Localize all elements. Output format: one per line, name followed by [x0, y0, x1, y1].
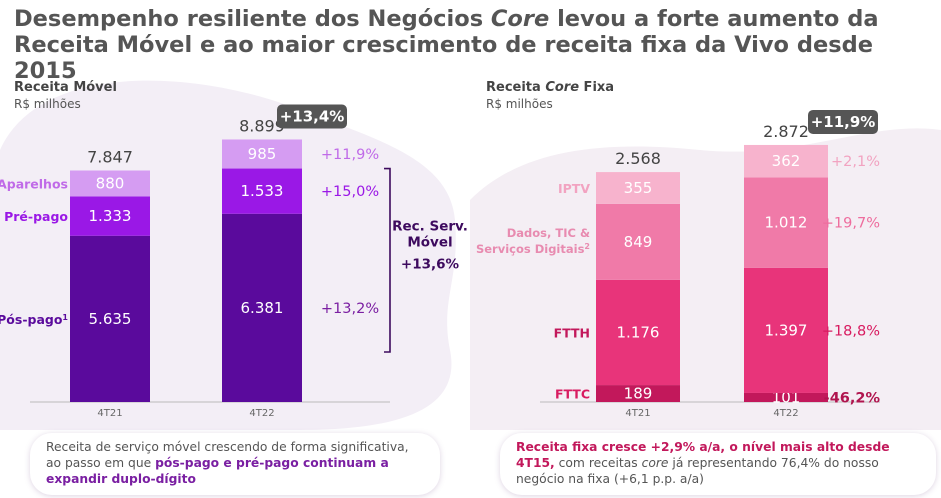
- chart-0-series-label-0: Pós-pago1: [0, 312, 68, 327]
- chart-0-value-label-1-0: 1.333: [89, 207, 132, 225]
- chart-0-series-label-2: Aparelhos: [0, 176, 68, 191]
- chart-1-series-label-dados-sup: 2: [584, 241, 590, 250]
- chart-1-series-label-0: FTTC: [555, 387, 590, 402]
- chart-1-bar-1-0: [596, 279, 680, 386]
- left-panel-title: Receita Móvel: [14, 80, 117, 95]
- chart-0-bar-0-0: [70, 235, 150, 402]
- chart-0-series-label-text-2: Aparelhos: [0, 176, 68, 191]
- chart-0-bar-2-0: [70, 170, 150, 197]
- chart-1-value-label-0-1: 101: [772, 388, 801, 406]
- chart-1-value-label-1-0: 1.176: [617, 323, 660, 341]
- left-note: Receita de serviço móvel crescendo de fo…: [30, 433, 440, 495]
- bracket-rec-serv: [384, 167, 391, 353]
- chart-1-series-label-text-3: IPTV: [558, 181, 590, 196]
- right-panel-subtitle: R$ milhões: [486, 97, 553, 111]
- chart-1-series-label-text-0: FTTC: [555, 387, 590, 402]
- chart-0-value-label-1-1: 1.533: [241, 182, 284, 200]
- chart-1-bar-0-0: [596, 385, 680, 402]
- chart-1-growth-label-1: +18,8%: [822, 323, 880, 339]
- chart-1-bar-2-0: [596, 203, 680, 280]
- right-panel-title: Receita Core Fixa: [486, 80, 615, 95]
- chart-1-total-growth-label: +11,9%: [811, 113, 876, 131]
- right-note: Receita fixa cresce +2,9% a/a, o nível m…: [500, 433, 936, 495]
- chart-0-growth-label-1: +15,0%: [321, 184, 379, 200]
- chart-1-value-label-0-0: 189: [624, 385, 653, 403]
- chart-1-series-label-dados-line1: Dados, TIC &: [507, 226, 590, 240]
- chart-1-bar-3-1: [744, 144, 828, 178]
- chart-0-series-label-sup-0: 1: [62, 312, 68, 321]
- page-title: Desempenho resiliente dos Negócios Core …: [14, 6, 879, 84]
- chart-1-bar-3-0: [596, 172, 680, 204]
- chart-0-growth-label-0: +13,2%: [321, 301, 379, 317]
- chart-0-value-label-2-1: 985: [248, 145, 277, 163]
- chart-1-bar-2-1: [744, 177, 828, 268]
- chart-0-total-growth-badge: [277, 104, 347, 129]
- chart-1-total-label-1: 2.872: [763, 122, 809, 141]
- chart-0-value-label-0-0: 5.635: [89, 310, 132, 328]
- chart-0-total-growth-label: +13,4%: [280, 107, 345, 125]
- bracket-value: +13,6%: [401, 256, 460, 272]
- chart-0-tick-label-0: 4T21: [97, 408, 122, 419]
- bracket-label-line1: Rec. Serv.: [392, 218, 468, 234]
- chart-0-bar-1-0: [70, 196, 150, 236]
- chart-0-total-label-0: 7.847: [87, 147, 133, 166]
- chart-1-value-label-3-1: 362: [772, 152, 801, 170]
- chart-1-series-label-3: IPTV: [558, 181, 590, 196]
- chart-1-value-label-2-0: 849: [624, 233, 653, 251]
- chart-0-series-label-text-1: Pré-pago: [4, 209, 68, 224]
- chart-1-growth-label-3: +2,1%: [831, 154, 880, 170]
- chart-1-value-label-1-1: 1.397: [765, 321, 808, 339]
- chart-0-growth-label-2: +11,9%: [321, 147, 379, 163]
- chart-1-series-label-1: FTTH: [554, 325, 590, 340]
- chart-1-tick-label-1: 4T22: [773, 408, 798, 419]
- chart-0-value-label-0-1: 6.381: [241, 299, 284, 317]
- charts-canvas: 5.635 1.333 880 4T21 7.847 6.381 1.533 985 4T22 8…: [0, 104, 881, 419]
- chart-1-value-label-3-0: 355: [624, 179, 653, 197]
- chart-1-series-label-dados-line2: Serviços Digitais2: [476, 241, 590, 256]
- chart-1-bar-0-1: [744, 392, 828, 402]
- bracket-label-line2: Móvel: [407, 234, 452, 250]
- chart-1-total-label-0: 2.568: [615, 149, 661, 168]
- chart-0-total-label-1: 8.899: [239, 116, 285, 135]
- chart-1-total-growth-badge: [808, 109, 878, 134]
- chart-1-value-label-2-1: 1.012: [765, 214, 808, 232]
- chart-1-growth-label-2: +19,7%: [822, 216, 880, 232]
- chart-0-series-label-text-0: Pós-pago: [0, 312, 63, 327]
- chart-0-bar-2-1: [222, 139, 302, 169]
- chart-1-bar-1-1: [744, 267, 828, 393]
- chart-1-series-label-text-1: FTTH: [554, 325, 590, 340]
- chart-0-bar-0-1: [222, 213, 302, 402]
- chart-0-series-label-1: Pré-pago: [4, 209, 68, 224]
- chart-0-bar-1-1: [222, 168, 302, 214]
- chart-1-series-label-dados-text: Serviços Digitais: [476, 242, 585, 256]
- chart-0-value-label-2-0: 880: [96, 174, 125, 192]
- chart-1-tick-label-0: 4T21: [625, 408, 650, 419]
- chart-1-growth-label-0: -46,2%: [824, 390, 881, 406]
- chart-0-tick-label-1: 4T22: [249, 408, 274, 419]
- left-panel-subtitle: R$ milhões: [14, 97, 81, 111]
